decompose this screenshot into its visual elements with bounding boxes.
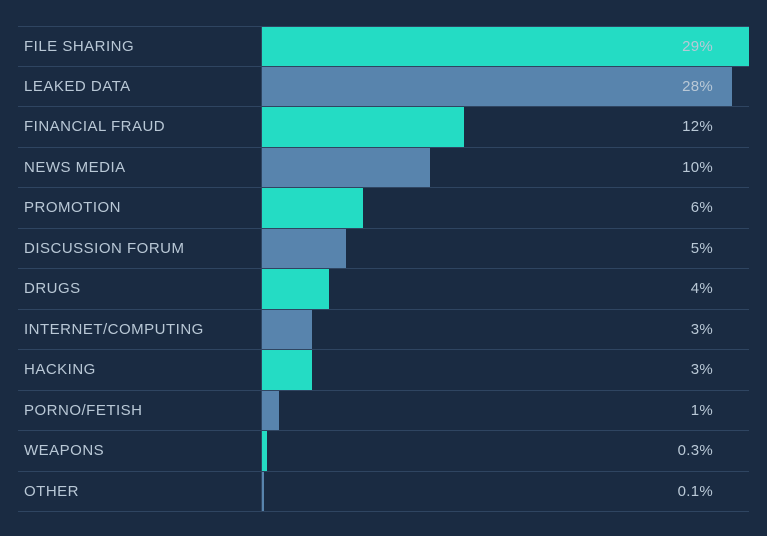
bar-cell: 0.1% <box>262 472 749 512</box>
bar-cell: 1% <box>262 391 749 431</box>
bar-fill <box>262 472 264 512</box>
category-bar-chart: FILE SHARING 29% LEAKED DATA 28% FINANCIAL F… <box>0 0 767 536</box>
bar-cell: 3% <box>262 350 749 390</box>
bar-fill <box>262 67 732 107</box>
row-value: 3% <box>691 321 713 338</box>
chart-row: DISCUSSION FORUM 5% <box>18 229 749 270</box>
row-value: 10% <box>682 159 713 176</box>
row-label: DRUGS <box>18 269 262 309</box>
row-value: 5% <box>691 240 713 257</box>
row-value: 0.1% <box>678 483 713 500</box>
row-label: NEWS MEDIA <box>18 148 262 188</box>
row-label: HACKING <box>18 350 262 390</box>
row-value: 29% <box>682 38 713 55</box>
row-label: FINANCIAL FRAUD <box>18 107 262 147</box>
chart-row: PROMOTION 6% <box>18 188 749 229</box>
bar-fill <box>262 431 267 471</box>
bar-cell: 0.3% <box>262 431 749 471</box>
bar-fill <box>262 27 749 66</box>
bar-cell: 28% <box>262 67 749 107</box>
bar-fill <box>262 229 346 269</box>
row-label: FILE SHARING <box>18 27 262 66</box>
chart-row: DRUGS 4% <box>18 269 749 310</box>
bar-fill <box>262 391 279 431</box>
bar-cell: 5% <box>262 229 749 269</box>
row-value: 28% <box>682 78 713 95</box>
bar-fill <box>262 269 329 309</box>
bar-fill <box>262 310 312 350</box>
chart-row: PORNO/FETISH 1% <box>18 391 749 432</box>
bar-fill <box>262 107 464 147</box>
chart-row: HACKING 3% <box>18 350 749 391</box>
chart-row: INTERNET/COMPUTING 3% <box>18 310 749 351</box>
bar-cell: 6% <box>262 188 749 228</box>
chart-row: FILE SHARING 29% <box>18 26 749 67</box>
chart-row: NEWS MEDIA 10% <box>18 148 749 189</box>
row-label: OTHER <box>18 472 262 512</box>
row-label: PROMOTION <box>18 188 262 228</box>
row-value: 0.3% <box>678 442 713 459</box>
row-value: 12% <box>682 118 713 135</box>
row-label: PORNO/FETISH <box>18 391 262 431</box>
chart-rows: FILE SHARING 29% LEAKED DATA 28% FINANCIAL F… <box>18 26 749 512</box>
row-label: INTERNET/COMPUTING <box>18 310 262 350</box>
row-value: 3% <box>691 361 713 378</box>
chart-row: WEAPONS 0.3% <box>18 431 749 472</box>
bar-cell: 4% <box>262 269 749 309</box>
bar-cell: 12% <box>262 107 749 147</box>
row-label: DISCUSSION FORUM <box>18 229 262 269</box>
bar-cell: 29% <box>262 27 749 66</box>
row-value: 6% <box>691 199 713 216</box>
chart-row: OTHER 0.1% <box>18 472 749 513</box>
chart-row: FINANCIAL FRAUD 12% <box>18 107 749 148</box>
bar-fill <box>262 350 312 390</box>
bar-fill <box>262 188 363 228</box>
bar-fill <box>262 148 430 188</box>
row-label: LEAKED DATA <box>18 67 262 107</box>
row-label: WEAPONS <box>18 431 262 471</box>
bar-cell: 3% <box>262 310 749 350</box>
chart-row: LEAKED DATA 28% <box>18 67 749 108</box>
bar-cell: 10% <box>262 148 749 188</box>
row-value: 1% <box>691 402 713 419</box>
row-value: 4% <box>691 280 713 297</box>
